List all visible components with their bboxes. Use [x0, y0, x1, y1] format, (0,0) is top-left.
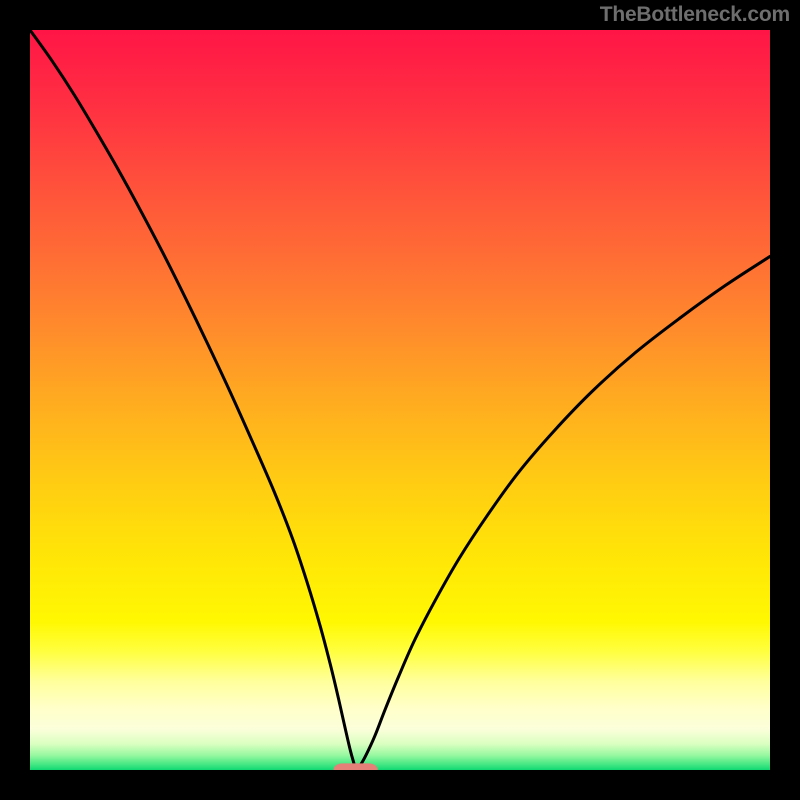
chart-frame: TheBottleneck.com: [0, 0, 800, 800]
watermark-text: TheBottleneck.com: [600, 3, 790, 27]
bottleneck-chart: [0, 0, 800, 800]
plot-background: [30, 30, 770, 770]
